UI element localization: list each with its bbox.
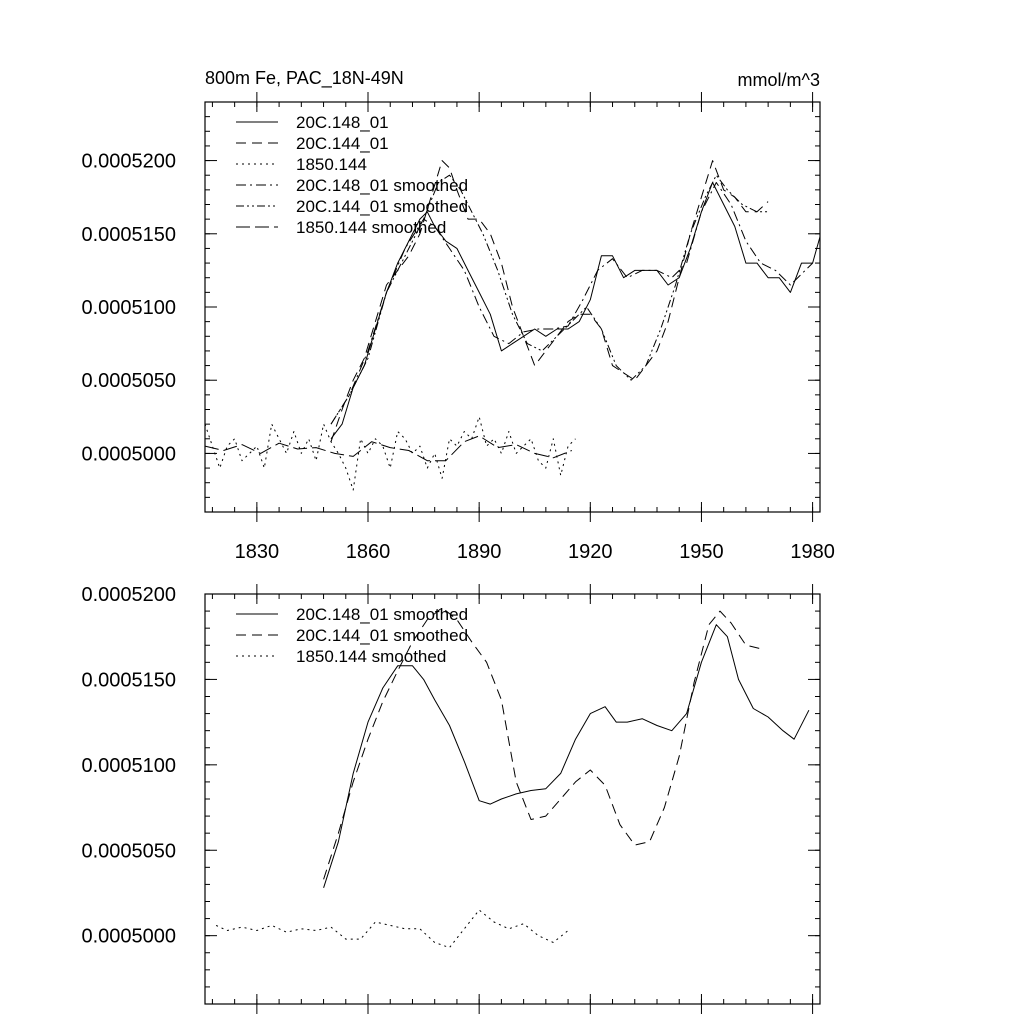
series-20c-148-01-smoothed — [330, 182, 813, 425]
x-tick-label: 1950 — [679, 541, 724, 563]
series-20c-144-01-smoothed — [323, 607, 761, 880]
bottom-panel: 0.0005000 0.0005050 0.0005100 0.0005150 0.00… — [81, 584, 821, 1014]
chart-title-left: 800m Fe, PAC_18N-49N — [205, 68, 404, 89]
y-tick-label: 0.0005150 — [81, 669, 176, 691]
y-tick-label: 0.0005000 — [81, 443, 176, 465]
chart-title-units: mmol/m^3 — [738, 70, 820, 90]
legend-label: 20C.144_01 smoothed — [296, 626, 468, 645]
y-tick-label: 0.0005100 — [81, 755, 176, 777]
series-1850-144-smoothed — [215, 909, 569, 949]
x-tick-label: 1980 — [790, 541, 835, 563]
y-tick-label: 0.0005200 — [81, 151, 176, 173]
legend-label: 1850.144 — [296, 155, 367, 174]
y-tick-label: 0.0005050 — [81, 370, 176, 392]
legend-label: 1850.144 smoothed — [296, 218, 446, 237]
legend-label: 20C.144_01 — [296, 134, 389, 153]
x-tick-label: 1860 — [346, 541, 391, 563]
series-1850-144-smoothed — [204, 435, 572, 462]
series-1850-144 — [204, 416, 576, 491]
legend-label: 20C.144_01 smoothed — [296, 197, 468, 216]
y-tick-label: 0.0005050 — [81, 840, 176, 862]
x-tick-label: 1890 — [457, 541, 502, 563]
top-panel: 1830 1860 1890 1920 1950 1980 0.0005000 0.00050… — [81, 92, 835, 563]
y-tick-label: 0.0005150 — [81, 224, 176, 246]
series-20c-144-01 — [330, 160, 769, 442]
legend-label: 20C.148_01 smoothed — [296, 176, 468, 195]
series-20c-144-01-smoothed — [330, 174, 769, 425]
series-20c-148-01-smoothed — [323, 624, 810, 888]
x-tick-label: 1920 — [568, 541, 613, 563]
series-20c-148-01 — [330, 182, 821, 440]
legend-label: 20C.148_01 smoothed — [296, 605, 468, 624]
y-tick-label: 0.0005200 — [81, 584, 176, 606]
y-tick-label: 0.0005100 — [81, 297, 176, 319]
x-tick-label: 1830 — [235, 541, 280, 563]
legend-label: 20C.148_01 — [296, 113, 389, 132]
y-tick-label: 0.0005000 — [81, 926, 176, 948]
legend-label: 1850.144 smoothed — [296, 647, 446, 666]
